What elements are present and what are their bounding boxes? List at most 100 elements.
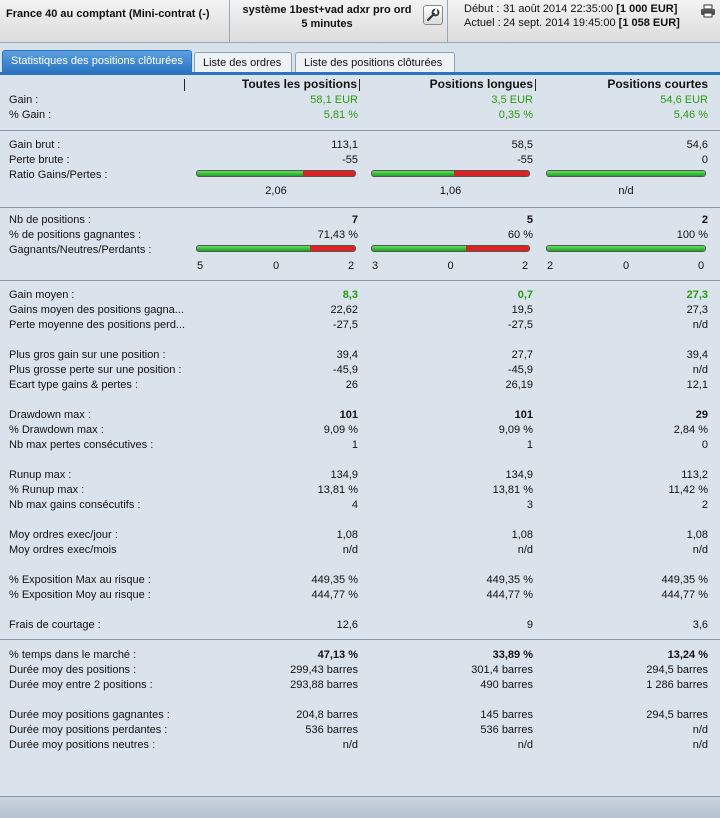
stat-value: 27,3 [686,304,708,316]
start-row: Début : 31 août 2014 22:35:00 [1 000 EUR… [464,3,677,15]
stat-value: 1,08 [686,529,708,541]
stat-row-gain-moyen: Gain moyen : 8,3 0,7 27,3 [0,289,720,304]
ratio-bar [546,245,706,252]
stat-value: 26,19 [505,379,533,391]
stat-value: 9 [526,619,533,631]
stat-label: Ecart type gains & pertes : [9,379,139,391]
stat-label: Gagnants/Neutres/Perdants : [9,244,152,256]
stat-row-gains-moy-gagnantes: Gains moyen des positions gagna... 22,62 1… [0,304,720,319]
tab-closed-positions[interactable]: Liste des positions clôturées [295,52,455,72]
section-divider [0,207,720,208]
stat-row-gain: Gain : 58,1 EUR 3,5 EUR 54,6 EUR [0,94,720,109]
ratio-bar-fill [372,246,467,251]
tab-bar: Statistiques des positions clôturées Lis… [0,50,720,75]
stat-value: 27,3 [686,289,708,301]
stat-value: n/d [342,544,358,556]
stat-value: 2 [701,499,708,511]
stat-value: 536 barres [480,724,533,736]
statistics-panel: Toutes les positions Positions longues P… [0,75,720,817]
stat-value: 0,35 % [498,109,533,121]
stat-label: Moy ordres exec/jour : [9,529,118,541]
stat-row-runup: Runup max : 134,9 134,9 113,2 [0,469,720,484]
ratio-bar-fill [197,246,310,251]
stat-value: 8,3 [342,289,358,301]
window-header: France 40 au comptant (Mini-contrat (-) … [0,0,720,43]
stat-value: -27,5 [332,319,358,331]
stat-row-duree-gagnantes: Durée moy positions gagnantes : 204,8 bar… [0,709,720,724]
stat-value: 7 [351,214,358,226]
stat-label: % temps dans le marché : [9,649,137,661]
stat-row-gnp: Gagnants/Neutres/Perdants : 5 0 2 3 0 2 2 0 0 [0,244,720,272]
stat-value: 294,5 barres [646,709,708,721]
current-label: Actuel : [464,17,501,29]
stat-value: 5,81 % [323,109,358,121]
stat-value: 58,1 EUR [310,94,358,106]
stat-value: 113,1 [331,139,358,151]
wrench-icon [426,8,440,22]
tab-statistics[interactable]: Statistiques des positions clôturées [2,50,192,72]
stat-value: 1,08 [336,529,358,541]
losers-count: 2 [348,260,355,272]
stat-value: 490 barres [480,679,533,691]
winners-count: 3 [372,260,379,272]
losers-count: 0 [698,260,705,272]
stat-label: Gain moyen : [9,289,75,301]
stat-value: 444,77 % [311,589,358,601]
stat-value: 293,88 barres [290,679,358,691]
neutral-count: 0 [272,260,280,272]
stat-value: 294,5 barres [646,664,708,676]
stat-label: Ratio Gains/Pertes : [9,169,108,181]
stat-value: 2,84 % [673,424,708,436]
stat-value: 134,9 [505,469,533,481]
stat-value: 0 [701,439,708,451]
ratio-bar-fill [372,171,454,176]
stat-label: Drawdown max : [9,409,91,421]
stat-value: 449,35 % [486,574,533,586]
bottom-bar [0,796,720,818]
column-divider [535,79,536,91]
stat-row-duree-moy-entre: Durée moy entre 2 positions : 293,88 barr… [0,679,720,694]
stat-value: 9,09 % [498,424,533,436]
stat-value: 0,7 [517,289,533,301]
stat-row-pct-runup: % Runup max : 13,81 % 13,81 % 11,42 % [0,484,720,499]
stat-row-moy-ordres-jour: Moy ordres exec/jour : 1,08 1,08 1,08 [0,529,720,544]
tab-orders[interactable]: Liste des ordres [194,52,292,72]
stat-row-plus-grosse-perte: Plus grosse perte sur une position : -45,… [0,364,720,379]
stat-label: % de positions gagnantes : [9,229,142,241]
instrument-title: France 40 au comptant (Mini-contrat (-) [0,0,230,42]
stat-row-duree-moy-pos: Durée moy des positions : 299,43 barres 30… [0,664,720,679]
stat-row-nb-pertes-consec: Nb max pertes consécutives : 1 1 0 [0,439,720,454]
stat-row-moy-ordres-mois: Moy ordres exec/mois n/d n/d n/d [0,544,720,559]
print-icon[interactable] [700,4,716,18]
stat-value: 101 [514,409,533,421]
stat-label: Plus grosse perte sur une position : [9,364,182,376]
stat-value: 19,5 [511,304,533,316]
date-range: Début : 31 août 2014 22:35:00 [1 000 EUR… [448,0,720,42]
stat-value: 5 [526,214,533,226]
stat-value: 2 [701,214,708,226]
stat-value: 39,4 [686,349,708,361]
neutral-count: 0 [447,260,454,272]
neutral-count: 0 [622,260,630,272]
stat-value: 58,5 [511,139,533,151]
stat-row-ratio: Ratio Gains/Pertes : 2,06 1,06 n/d [0,169,720,197]
stat-value: 449,35 % [311,574,358,586]
stat-value: 26 [345,379,358,391]
stat-value: 299,43 barres [290,664,358,676]
stat-value: -45,9 [332,364,358,376]
system-name: système 1best+vad adxr pro ord 5 minutes [234,3,420,31]
stat-value: 145 barres [480,709,533,721]
stat-row-duree-perdantes: Durée moy positions perdantes : 536 barre… [0,724,720,739]
current-date: 24 sept. 2014 19:45:00 [503,17,616,29]
current-capital: [1 058 EUR] [618,17,680,29]
stat-value: 1 [526,439,533,451]
stat-row-gain-brut: Gain brut : 113,1 58,5 54,6 [0,139,720,154]
stat-row-ecart-type: Ecart type gains & pertes : 26 26,19 12,1 [0,379,720,394]
stat-value: n/d [692,724,708,736]
section-divider [0,280,720,281]
stat-value: 0 [701,154,708,166]
settings-wrench-button[interactable] [423,5,443,25]
stat-value: n/d [517,739,533,751]
column-divider [184,79,185,91]
stat-value: 1 286 barres [646,679,708,691]
